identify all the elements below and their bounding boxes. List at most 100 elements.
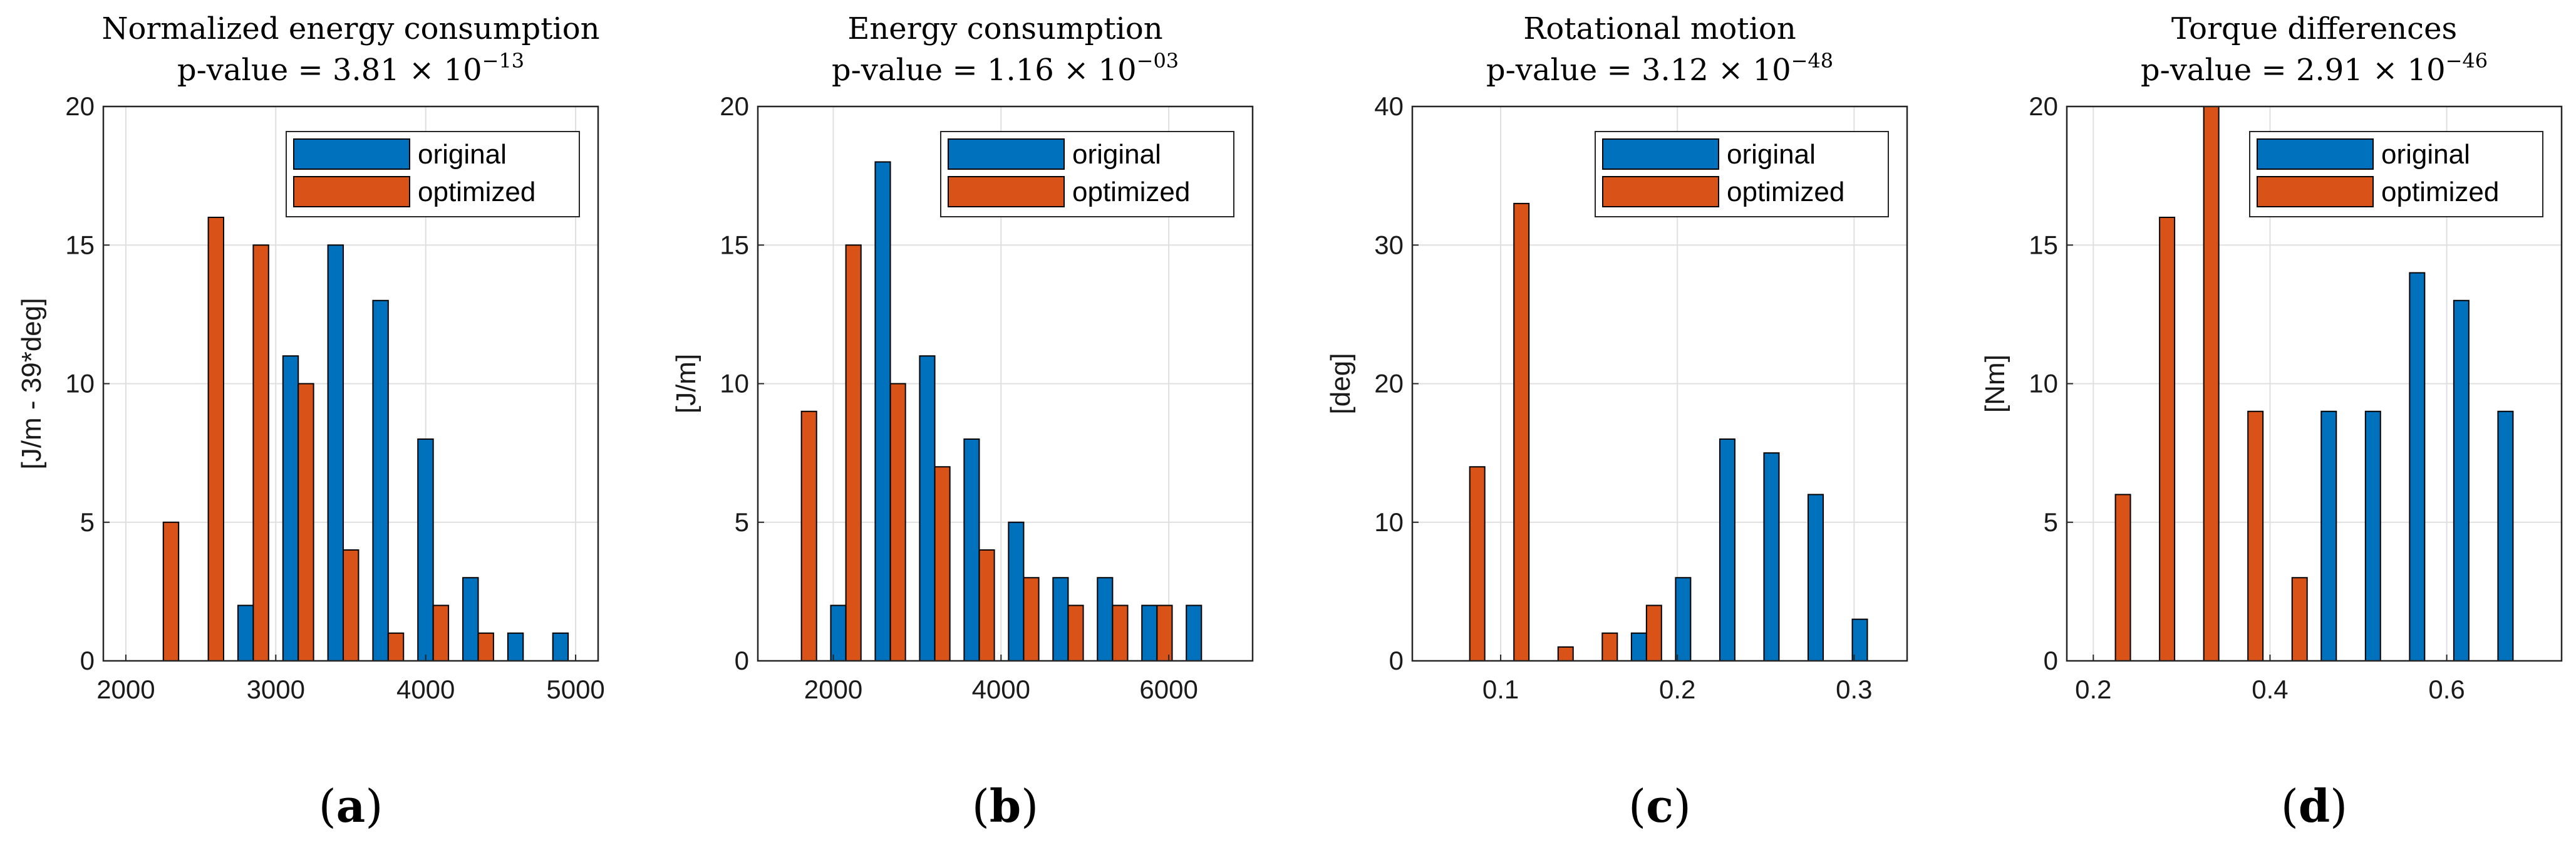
bar-optimized bbox=[432, 604, 450, 661]
bar-original bbox=[963, 438, 980, 661]
p-value-exponent: −13 bbox=[482, 49, 525, 73]
bar-optimized bbox=[2291, 577, 2308, 661]
bar-original bbox=[552, 632, 569, 661]
bar-original bbox=[1141, 604, 1158, 661]
legend: original optimized bbox=[286, 131, 580, 217]
bar-original bbox=[1719, 438, 1735, 661]
legend-swatch-original bbox=[2257, 138, 2374, 170]
y-tick-label: 5 bbox=[735, 507, 749, 537]
panel-label-close: ) bbox=[1021, 780, 1038, 832]
bar-original bbox=[1808, 494, 1824, 661]
bar-original bbox=[1052, 577, 1069, 661]
chart-subtitle: p-value = 2.91 × 10−46 bbox=[2141, 49, 2488, 88]
panel-label-letter: b bbox=[990, 779, 1021, 832]
panel-label-letter: a bbox=[336, 779, 366, 832]
chart-title: Rotational motion bbox=[1523, 11, 1796, 46]
series-optimized bbox=[1469, 202, 1662, 661]
p-value-prefix: p-value = bbox=[832, 53, 987, 88]
panel-label-open: ( bbox=[2281, 780, 2299, 832]
bar-optimized bbox=[1067, 604, 1084, 661]
bar-original bbox=[372, 299, 389, 661]
y-tick-label: 0 bbox=[1389, 646, 1404, 675]
panel-label-c: (c) bbox=[1628, 779, 1691, 832]
x-tick-label: 3000 bbox=[247, 675, 305, 704]
legend-label-optimized: optimized bbox=[2381, 177, 2499, 207]
p-value-mantissa: 2.91 bbox=[2296, 53, 2363, 88]
bar-original bbox=[2320, 410, 2337, 661]
y-tick-label: 15 bbox=[2029, 230, 2058, 259]
series-optimized bbox=[2114, 106, 2308, 661]
y-tick-label: 5 bbox=[2044, 507, 2058, 537]
series-original bbox=[237, 244, 569, 661]
y-tick-label: 10 bbox=[1374, 507, 1404, 537]
legend-label-optimized: optimized bbox=[418, 177, 535, 207]
chart-panel-a: Normalized energy consumption p-value = 3… bbox=[16, 11, 605, 832]
p-value-base: 10 bbox=[2408, 53, 2446, 88]
legend-label-optimized: optimized bbox=[1727, 177, 1844, 207]
y-tick-label: 5 bbox=[80, 507, 95, 537]
chart-title: Normalized energy consumption bbox=[101, 11, 599, 46]
series-optimized bbox=[162, 217, 494, 661]
bar-original bbox=[462, 577, 479, 661]
y-tick-label: 20 bbox=[2029, 91, 2058, 121]
y-axis-label: [J/m - 39*deg] bbox=[16, 298, 47, 470]
bar-original bbox=[1008, 521, 1025, 661]
y-tick-label: 30 bbox=[1374, 230, 1404, 259]
bar-optimized bbox=[1645, 604, 1662, 661]
legend: original optimized bbox=[1595, 131, 1889, 217]
p-value-base: 10 bbox=[444, 53, 482, 88]
bar-optimized bbox=[387, 632, 405, 661]
p-value-prefix: p-value = bbox=[1486, 53, 1642, 88]
p-value-base: 10 bbox=[1753, 53, 1791, 88]
chart-title: Energy consumption bbox=[847, 11, 1162, 46]
panel-label-b: (b) bbox=[972, 779, 1039, 832]
y-tick-label: 20 bbox=[720, 91, 749, 121]
y-tick-label: 0 bbox=[80, 646, 95, 675]
x-tick-label: 0.2 bbox=[2075, 675, 2111, 704]
bar-optimized bbox=[207, 217, 224, 661]
p-value-exponent: −03 bbox=[1137, 49, 1179, 73]
p-value-base: 10 bbox=[1099, 53, 1137, 88]
y-tick-label: 20 bbox=[1374, 369, 1404, 398]
y-tick-label: 15 bbox=[720, 230, 749, 259]
bar-optimized bbox=[889, 383, 906, 661]
bar-original bbox=[417, 438, 434, 661]
legend-swatch-optimized bbox=[293, 176, 410, 207]
p-value-mantissa: 3.81 bbox=[333, 53, 400, 88]
legend-label-original: original bbox=[1072, 139, 1161, 170]
bar-optimized bbox=[2114, 494, 2131, 661]
p-value-times: × bbox=[1709, 53, 1753, 88]
panel-label-close: ) bbox=[365, 780, 383, 832]
panel-label-close: ) bbox=[1673, 780, 1691, 832]
x-tick-label: 0.4 bbox=[2252, 675, 2288, 704]
bar-original bbox=[2409, 272, 2426, 661]
p-value-mantissa: 1.16 bbox=[987, 53, 1054, 88]
bar-original bbox=[919, 355, 936, 661]
bar-optimized bbox=[1557, 646, 1574, 661]
bar-original bbox=[282, 355, 299, 661]
x-tick-label: 4000 bbox=[972, 675, 1030, 704]
panel-label-letter: c bbox=[1646, 779, 1673, 832]
panel-label-open: ( bbox=[1628, 780, 1646, 832]
legend-label-optimized: optimized bbox=[1072, 177, 1190, 207]
chart-title: Torque differences bbox=[2171, 11, 2457, 46]
y-axis-label: [J/m] bbox=[671, 354, 701, 413]
bar-original bbox=[1186, 604, 1203, 661]
x-tick-label: 0.1 bbox=[1482, 675, 1519, 704]
legend-label-original: original bbox=[2381, 139, 2470, 170]
bar-optimized bbox=[343, 549, 360, 661]
p-value-times: × bbox=[400, 53, 444, 88]
panel-label-open: ( bbox=[972, 780, 990, 832]
legend-swatch-original bbox=[948, 138, 1065, 170]
bar-original bbox=[2497, 410, 2514, 661]
x-tick-label: 0.3 bbox=[1836, 675, 1872, 704]
bar-optimized bbox=[252, 244, 269, 661]
bar-optimized bbox=[1469, 466, 1486, 661]
bar-optimized bbox=[978, 549, 995, 661]
y-tick-label: 15 bbox=[65, 230, 95, 259]
p-value-prefix: p-value = bbox=[177, 53, 333, 88]
